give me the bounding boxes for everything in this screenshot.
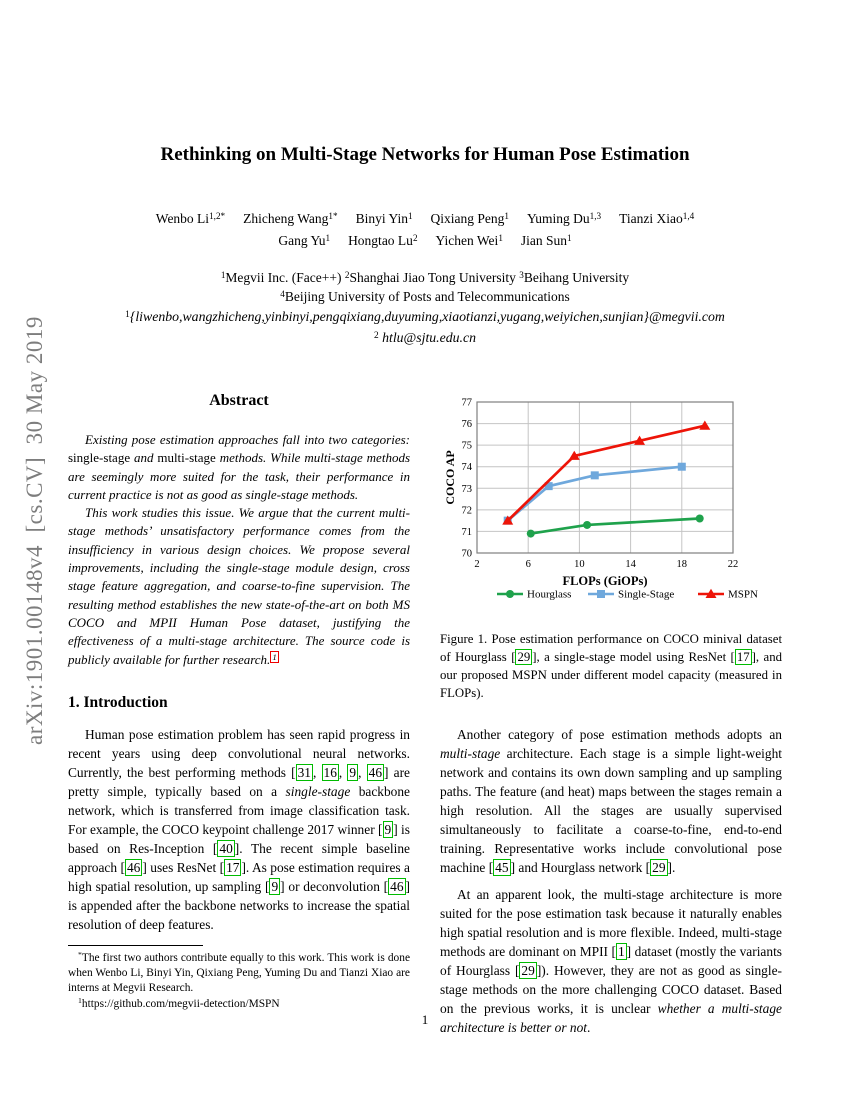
citation-link[interactable]: 1 [615,943,627,960]
svg-text:73: 73 [462,484,473,495]
figure1-chart: 70 71 72 73 74 75 76 77 2 6 10 14 18 22 COCO AP FLOPs (… [443,398,758,601]
svg-text:10: 10 [574,559,585,570]
author-name: Wenbo Li1,2* [155,210,226,226]
footnote-equal-contribution: *The first two authors contribute equall… [68,950,410,995]
email-line-megvii: 1{liwenbo,wangzhicheng,yinbinyi,pengqixi… [125,309,725,324]
section-heading-introduction: 1. Introduction [68,693,168,711]
svg-text:71: 71 [462,527,473,538]
series-hourglass [526,514,704,538]
citation-link[interactable]: 31 [295,763,313,781]
svg-text:14: 14 [625,559,636,570]
footnote-github-link[interactable]: 1https://github.com/megvii-detection/MSP… [78,996,280,1010]
chart-grid [476,401,734,554]
left-column: Abstract Existing pose estimation approa… [68,392,410,1012]
author-name: Qixiang Peng1 [430,210,510,226]
citation-link[interactable]: 9 [382,820,394,838]
citation-link[interactable]: 29 [650,859,668,876]
svg-text:18: 18 [677,559,688,570]
citation-link[interactable]: 17 [734,649,752,665]
author-name: Zhicheng Wang1* [243,210,338,226]
footnote-rule [68,944,203,946]
legend-item-mspn: MSPN [698,589,758,601]
svg-text:MSPN: MSPN [728,589,758,601]
abstract-paragraph-1: Existing pose estimation approaches fall… [68,432,411,502]
svg-text:74: 74 [462,462,473,473]
figure1-caption: Figure 1. Pose estimation performance on… [440,632,783,700]
citation-link[interactable]: 40 [217,839,235,857]
series-mspn [502,420,711,525]
author-name: Yuming Du1,3 [527,210,602,226]
chart-frame [476,401,734,554]
citation-link[interactable]: 9 [269,877,281,895]
svg-text:77: 77 [462,398,473,409]
author-name: Gang Yu1 [278,232,331,248]
footnote-ref-link[interactable]: 1 [270,650,279,663]
citation-link[interactable]: 16 [321,763,339,781]
page-number: 1 [421,1012,429,1027]
body-paragraph-multistage: Another category of pose estimation meth… [440,727,782,876]
citation-link[interactable]: 29 [515,649,533,665]
svg-text:6: 6 [526,559,531,570]
svg-text:76: 76 [462,419,473,430]
x-axis-label: FLOPs (GiOPs) [562,574,647,588]
affiliation-line-1: 1Megvii Inc. (Face++) 2Shanghai Jiao Ton… [220,269,630,285]
svg-text:72: 72 [462,505,473,516]
author-name: Binyi Yin1 [355,210,413,226]
citation-link[interactable]: 46 [388,877,406,895]
svg-text:Hourglass: Hourglass [527,589,571,601]
legend-item-hourglass: Hourglass [497,589,571,601]
svg-text:70: 70 [462,549,473,560]
right-column-text: Another category of pose estimation meth… [440,725,782,1037]
citation-link[interactable]: 46 [124,858,143,876]
right-column: 70 71 72 73 74 75 76 77 2 6 10 14 18 22 COCO AP FLOPs (… [440,390,782,1037]
page-title: Rethinking on Multi-Stage Networks for H… [160,144,690,165]
chart-axis-ticks: 70 71 72 73 74 75 76 77 2 6 10 14 18 22 [462,398,739,571]
svg-text:Single-Stage: Single-Stage [618,589,674,601]
author-name: Hongtao Lu2 [348,232,418,248]
email-line-sjtu: 2 htlu@sjtu.edu.cn [373,330,477,345]
citation-link[interactable]: 46 [366,763,385,781]
citation-link[interactable]: 9 [347,763,359,781]
authors-row-2: Gang Yu1 Hongtao Lu2 Yichen Wei1 Jian Sun1 [40,233,810,249]
author-name: Jian Sun1 [520,232,572,248]
series-single-stage [503,462,686,525]
authors-row-1: Wenbo Li1,2* Zhicheng Wang1* Binyi Yin1 Qix… [40,211,810,227]
chart-legend: Hourglass Single-Stage MSPN [497,589,758,601]
svg-text:75: 75 [462,441,473,452]
svg-text:2: 2 [474,559,479,570]
y-axis-label: COCO AP [443,450,457,504]
introduction-paragraph-1: Human pose estimation problem has seen r… [68,726,411,932]
legend-item-single-stage: Single-Stage [588,589,674,601]
citation-link[interactable]: 17 [224,858,242,876]
svg-text:22: 22 [728,559,739,570]
author-name: Tianzi Xiao1,4 [619,210,695,226]
author-name: Yichen Wei1 [435,232,503,248]
abstract-heading: Abstract [209,392,269,409]
abstract-paragraph-2: This work studies this issue. We argue t… [68,505,410,667]
affiliation-line-2: 4Beijing University of Posts and Telecom… [280,288,570,304]
citation-link[interactable]: 29 [519,962,537,979]
arxiv-stamp: arXiv:1901.00148v4 [cs.CV] 30 May 2019 [22,316,47,746]
citation-link[interactable]: 45 [493,859,511,876]
body-paragraph-apparent-look: At an apparent look, the multi-stage arc… [440,887,782,1035]
